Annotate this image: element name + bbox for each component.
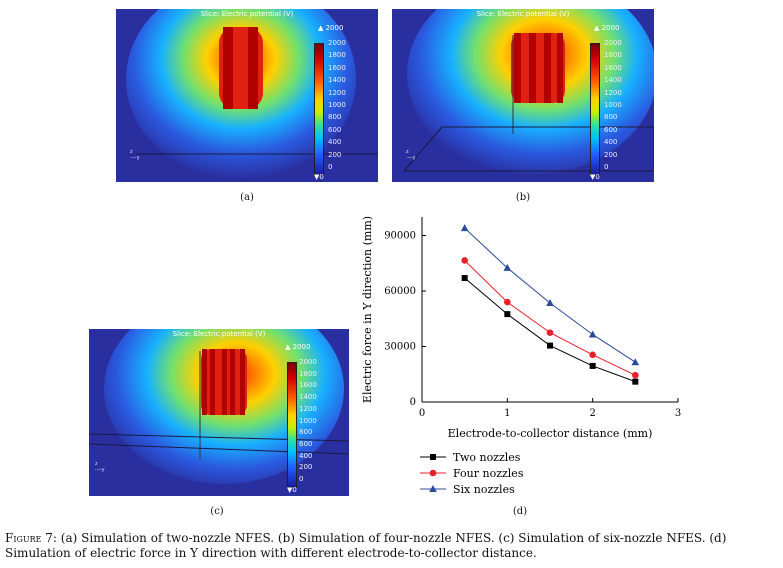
colorbar-tick-label: 1800 <box>604 51 622 60</box>
data-point <box>632 378 639 385</box>
simulation-panel-c: Slice: Electric potential (V) ▲ 2000 200… <box>89 329 349 496</box>
colorbar-tick-label: 400 <box>299 451 313 460</box>
colorbar <box>590 43 600 176</box>
colorbar-tick-label: 0 <box>328 163 333 171</box>
y-axis-label: Electric force in Y direction (mm) <box>361 216 374 403</box>
colorbar-tick-label: 1200 <box>328 88 346 97</box>
y-tick-label: 60000 <box>384 286 416 297</box>
axis-triad: z ·—y <box>95 461 105 473</box>
y-tick-label: 90000 <box>384 231 416 242</box>
colorbar-tick-label: 600 <box>604 125 618 134</box>
legend-label: Six nozzles <box>453 483 515 496</box>
data-point <box>460 224 469 232</box>
panel-label-d: (d) <box>512 506 528 517</box>
legend-label: Two nozzles <box>453 451 521 464</box>
panel-label-a: (a) <box>240 192 254 203</box>
colorbar <box>287 362 297 488</box>
y-tick-label: 30000 <box>384 342 416 353</box>
min-value-label: ▼0 <box>590 173 600 181</box>
legend-label: Four nozzles <box>453 467 524 480</box>
colorbar-tick-label: 200 <box>299 463 313 472</box>
x-tick-label: 2 <box>589 408 595 419</box>
figure-caption: Figure 7: (a) Simulation of two-nozzle N… <box>5 531 775 561</box>
colorbar-tick-label: 1400 <box>299 393 317 402</box>
legend-marker <box>430 454 436 460</box>
electric-force-chart: 0 1 2 3 0 30000 60000 90000 Electrode-to-collect… <box>361 216 681 496</box>
data-point <box>588 330 597 338</box>
colorbar-tick-label: 1800 <box>299 369 317 378</box>
colorbar-tick-label: 800 <box>604 113 618 122</box>
legend-marker <box>429 469 437 477</box>
series-line <box>464 260 636 376</box>
colorbar-tick-label: 1200 <box>604 88 622 97</box>
caption-text: (a) Simulation of two-nozzle NFES. (b) S… <box>5 531 727 560</box>
data-point <box>504 298 511 306</box>
colorbar-tick-label: 200 <box>604 150 618 159</box>
colorbar-tick-label: 1600 <box>299 381 317 390</box>
y-tick-label: 0 <box>410 397 416 408</box>
figure-number: Figure 7: <box>5 531 57 545</box>
x-axis-label: Electrode-to-collector distance (mm) <box>448 427 653 440</box>
simulation-panel-a: Slice: Electric potential (V) ▲ 2000 200… <box>116 9 378 182</box>
data-point <box>589 351 596 359</box>
axis-triad: z ·—y <box>130 149 140 161</box>
colorbar-tick-label: 600 <box>299 439 313 448</box>
colorbar-tick-label: 1600 <box>328 63 346 72</box>
colorbar-tick-label: 800 <box>299 428 313 437</box>
colorbar-tick-label: 800 <box>328 113 342 122</box>
series-line <box>464 227 636 363</box>
potential-field-a <box>116 9 378 182</box>
data-point <box>461 257 468 264</box>
colorbar-tick-label: 1400 <box>604 76 622 85</box>
colorbar-tick-label: 1000 <box>328 101 346 109</box>
data-point <box>546 329 554 336</box>
data-point <box>631 358 640 366</box>
x-tick-label: 1 <box>504 408 510 419</box>
colorbar-tick-label: 600 <box>328 125 342 134</box>
data-point <box>503 263 512 271</box>
colorbar <box>314 43 324 176</box>
x-tick-label: 3 <box>675 408 681 419</box>
colorbar-tick-label: 1800 <box>328 51 346 60</box>
colorbar-tick-label: 2000 <box>604 39 622 47</box>
colorbar-tick-label: 1000 <box>299 416 317 425</box>
data-point <box>461 275 468 282</box>
legend-marker <box>429 485 437 492</box>
max-value-label: ▲ 2000 <box>285 343 311 351</box>
panel-label-b: (b) <box>515 192 531 203</box>
data-point <box>589 362 596 369</box>
colorbar-tick-label: 1400 <box>328 76 346 85</box>
colorbar-tick-label: 1200 <box>299 404 317 413</box>
slice-title: Slice: Electric potential (V) <box>476 10 570 18</box>
colorbar-tick-label: 1600 <box>604 63 622 72</box>
colorbar-tick-label: 2000 <box>328 39 346 47</box>
colorbar-tick-label: 1000 <box>604 101 622 109</box>
max-value-label: ▲ 2000 <box>594 24 620 32</box>
potential-field-c <box>89 329 349 496</box>
panel-label-c: (c) <box>210 506 224 517</box>
colorbar-tick-label: 0 <box>604 163 609 171</box>
min-value-label: ▼0 <box>314 173 324 181</box>
colorbar-tick-label: 0 <box>299 475 304 483</box>
data-point <box>547 342 553 349</box>
data-point <box>504 311 511 318</box>
max-value-label: ▲ 2000 <box>318 24 344 32</box>
simulation-panel-b: Slice: Electric potential (V) ▲ 2000 200… <box>392 9 654 182</box>
colorbar-tick-label: 400 <box>604 138 618 147</box>
colorbar-tick-label: 2000 <box>299 358 317 366</box>
slice-title: Slice: Electric potential (V) <box>200 10 294 18</box>
axis-triad: z ·—y <box>406 149 416 161</box>
x-tick-label: 0 <box>419 408 425 419</box>
min-value-label: ▼0 <box>287 486 297 494</box>
data-point <box>546 299 554 307</box>
slice-title: Slice: Electric potential (V) <box>172 330 266 338</box>
colorbar-tick-label: 400 <box>328 138 342 147</box>
colorbar-tick-label: 200 <box>328 150 342 159</box>
data-point <box>632 371 639 379</box>
